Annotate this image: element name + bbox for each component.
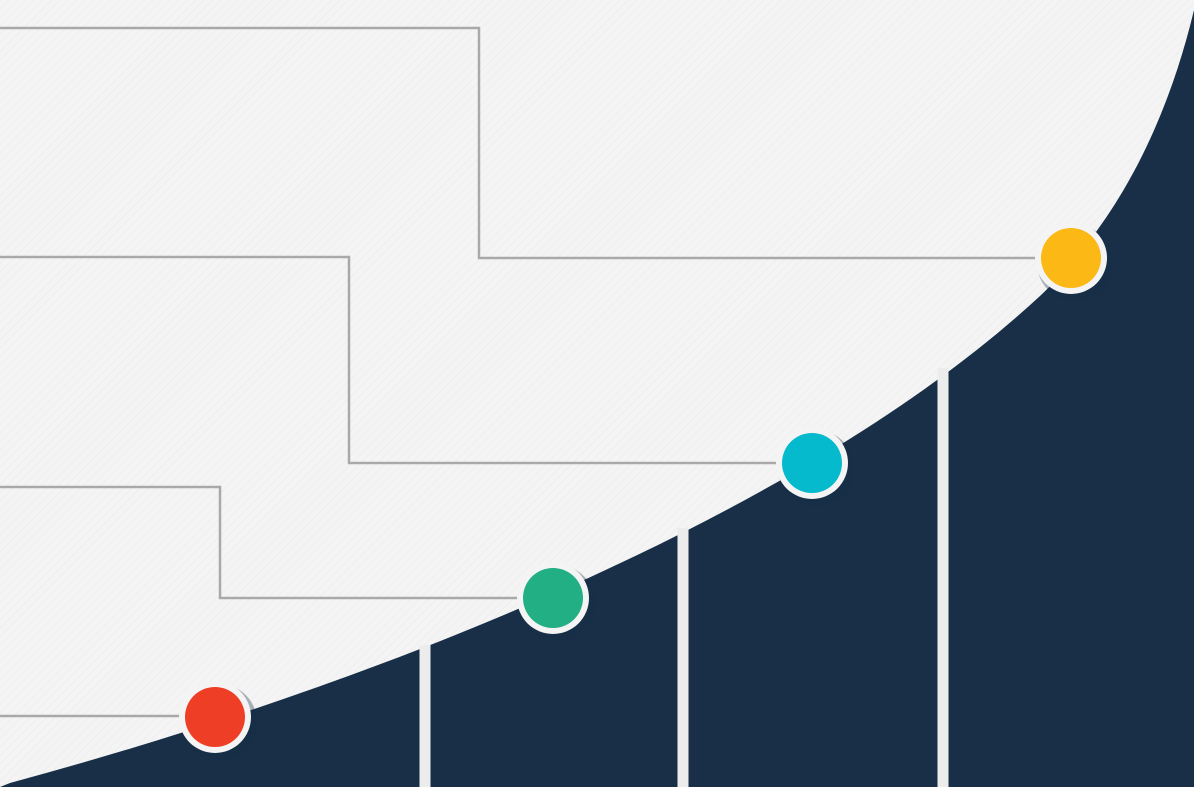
connector-line-2 <box>0 485 553 600</box>
milestone-marker-3[interactable] <box>776 427 854 506</box>
marker-dot <box>1041 228 1101 288</box>
milestone-marker-4[interactable] <box>1035 222 1113 301</box>
connector-line-3 <box>0 255 812 465</box>
marker-dot <box>523 568 583 628</box>
growth-curve-area <box>0 10 1194 787</box>
milestone-marker-1[interactable] <box>179 681 257 760</box>
milestone-markers <box>179 222 1113 760</box>
milestone-marker-2[interactable] <box>517 562 595 641</box>
marker-dot <box>782 433 842 493</box>
connector-line-4 <box>0 26 1071 260</box>
marker-dot <box>185 687 245 747</box>
curve-dividers <box>419 368 949 787</box>
connector-lines <box>0 26 1071 718</box>
